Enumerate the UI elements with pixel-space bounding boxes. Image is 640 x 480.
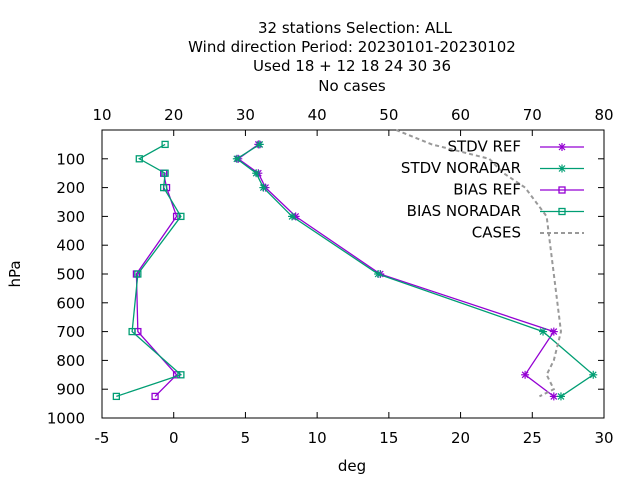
y-tick-label: 300 (56, 208, 85, 226)
title-line-2: Wind direction Period: 20230101-20230102 (188, 38, 516, 56)
series-line-4 (116, 143, 183, 398)
y-tick-label: 200 (56, 179, 85, 197)
x-tick-label: 5 (241, 429, 251, 447)
series-2-point (589, 370, 598, 379)
series-2-point (539, 327, 548, 336)
legend-marker-1 (558, 143, 566, 151)
legend-label-1: STDV REF (447, 138, 521, 156)
series-4-point (135, 155, 143, 163)
series-2-point (255, 140, 264, 149)
x-tick-label: 25 (523, 429, 542, 447)
x2-tick-label: 60 (451, 106, 470, 124)
y-tick-label: 1000 (47, 410, 85, 428)
legend-label-5: CASES (472, 224, 521, 242)
legend-label-2: STDV NORADAR (401, 159, 521, 177)
x-tick-label: 15 (379, 429, 398, 447)
title-line-1: 32 stations Selection: ALL (258, 19, 453, 37)
x-tick-label: 10 (308, 429, 327, 447)
y-axis-label: hPa (6, 260, 24, 287)
series-4-point (128, 327, 136, 336)
series-4-point (134, 270, 142, 278)
x2-tick-label: 80 (594, 106, 613, 124)
series-1-point (521, 370, 530, 379)
x-axis: -5 0 5 10 15 20 25 30 (95, 412, 614, 447)
series-2-point (374, 270, 383, 278)
y-tick-label: 400 (56, 237, 85, 255)
x-tick-label: 30 (594, 429, 613, 447)
legend-marker-3 (558, 186, 566, 194)
x-tick-label: 20 (451, 429, 470, 447)
legend-marker-2 (558, 164, 566, 173)
series-4-point (177, 371, 185, 379)
legend-label-3: BIAS REF (453, 181, 521, 199)
series-1-point (549, 327, 558, 336)
series-2-point (259, 183, 268, 192)
x2-axis: 10 20 30 40 50 60 70 80 (92, 106, 614, 136)
title-line-3: Used 18 + 12 18 24 30 36 (253, 57, 451, 75)
series-line-5 (395, 129, 562, 398)
x-tick-label: -5 (95, 429, 110, 447)
x-axis-label: deg (338, 457, 366, 475)
series-group (112, 129, 598, 401)
y-tick-label: 800 (56, 352, 85, 370)
series-3-point (151, 392, 159, 401)
y-tick-label: 900 (56, 381, 85, 399)
chart-title: 32 stations Selection: ALL Wind directio… (188, 19, 516, 95)
series-2-point (556, 392, 565, 401)
legend-label-4: BIAS NORADAR (407, 202, 521, 220)
y-tick-label: 100 (56, 150, 85, 168)
series-line-2 (235, 143, 595, 397)
series-2-point (288, 212, 297, 221)
title-line-4: No cases (318, 77, 386, 95)
x2-tick-label: 30 (236, 106, 255, 124)
series-4-point (112, 392, 120, 401)
y-tick-label: 700 (56, 323, 85, 341)
x2-tick-label: 10 (92, 106, 111, 124)
series-3-point (172, 212, 181, 221)
legend-marker-4 (558, 207, 566, 216)
x2-tick-label: 40 (308, 106, 327, 124)
series-1-point (549, 392, 558, 401)
series-4-point (161, 140, 169, 149)
x2-tick-label: 20 (164, 106, 183, 124)
x-tick-label: 0 (169, 429, 179, 447)
series-4-point (160, 183, 168, 192)
y-tick-label: 600 (56, 294, 85, 312)
x2-tick-label: 70 (523, 106, 542, 124)
series-2-point (232, 154, 241, 163)
series-4-point (177, 212, 185, 221)
y-axis: 100 200 300 400 500 600 700 800 900 1000 (47, 150, 604, 428)
y-tick-label: 500 (56, 266, 85, 284)
series-line-3 (135, 173, 178, 397)
x2-tick-label: 50 (379, 106, 398, 124)
series-4-point (161, 169, 169, 177)
series-2-point (252, 169, 261, 178)
legend: STDV REF STDV NORADAR BIAS REF BIAS NORADAR… (401, 138, 584, 242)
